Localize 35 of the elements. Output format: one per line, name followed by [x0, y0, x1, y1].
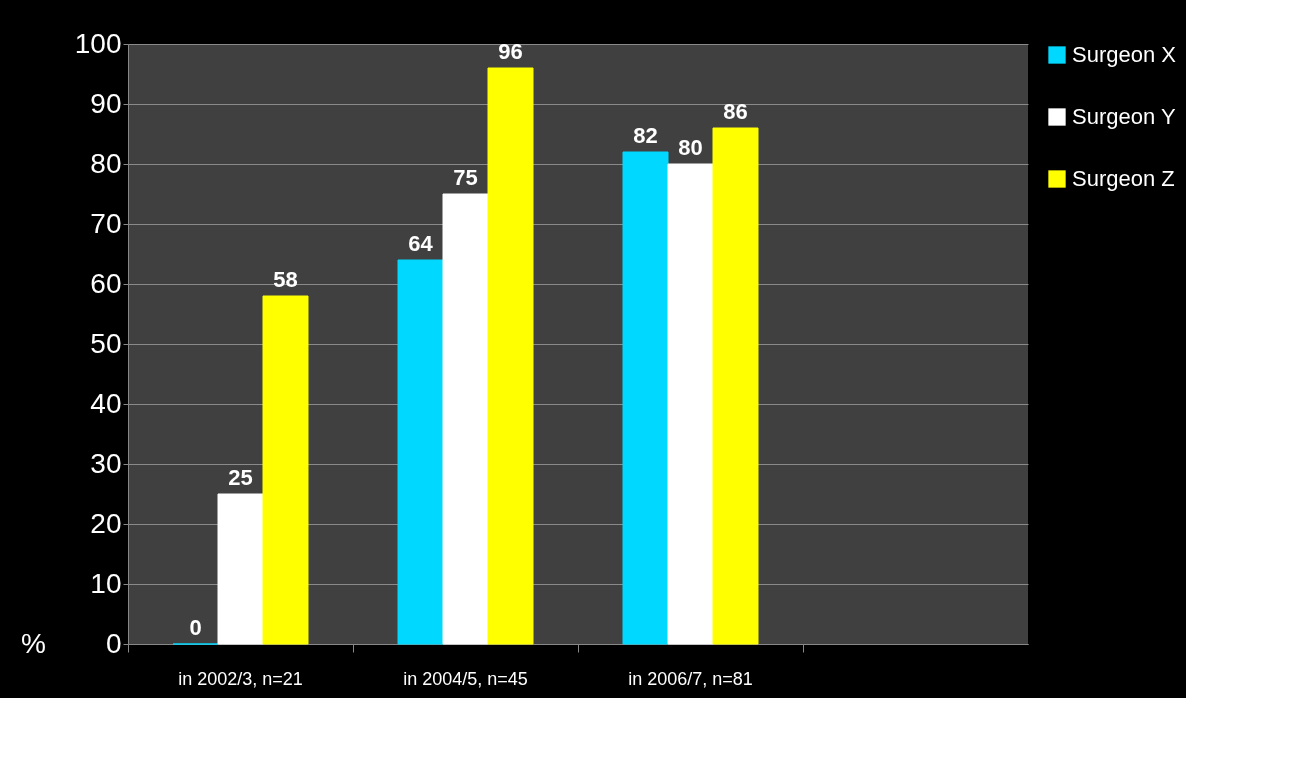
bar	[217, 493, 264, 645]
bar	[667, 163, 714, 645]
y-tick-label: 90	[90, 87, 122, 119]
x-tick-label: in 2004/5, n=45	[403, 668, 528, 689]
data-label: 0	[189, 615, 202, 640]
x-tick-label: in 2006/7, n=81	[628, 668, 753, 689]
y-tick-label: 0	[105, 627, 122, 659]
data-label: 58	[273, 267, 298, 292]
data-label: 64	[408, 231, 434, 256]
bar	[487, 67, 534, 645]
legend-label: Surgeon Y	[1072, 104, 1176, 129]
y-tick-label: 10	[90, 567, 122, 599]
x-tick-label: in 2002/3, n=21	[178, 668, 303, 689]
legend-label: Surgeon Z	[1072, 166, 1175, 191]
y-tick-label: 20	[90, 507, 122, 539]
bar	[442, 193, 489, 645]
data-label: 82	[633, 123, 658, 148]
bar	[262, 295, 309, 645]
y-tick-label: 70	[90, 207, 122, 239]
data-label: 80	[678, 135, 703, 160]
y-tick-label: 80	[90, 147, 122, 179]
y-tick-label: 40	[90, 387, 122, 419]
data-label: 96	[498, 39, 523, 64]
y-tick-label: 30	[90, 447, 122, 479]
data-label: 75	[453, 165, 478, 190]
data-label: 25	[228, 465, 253, 490]
data-label: 86	[723, 99, 748, 124]
bar	[622, 151, 669, 645]
y-tick-label: 100	[74, 27, 122, 59]
bar	[397, 259, 444, 645]
y-tick-label: 50	[90, 327, 122, 359]
y-tick-label: 60	[90, 267, 122, 299]
y-axis-title: %	[21, 627, 46, 659]
bar	[712, 127, 759, 645]
legend-label: Surgeon X	[1072, 42, 1177, 67]
